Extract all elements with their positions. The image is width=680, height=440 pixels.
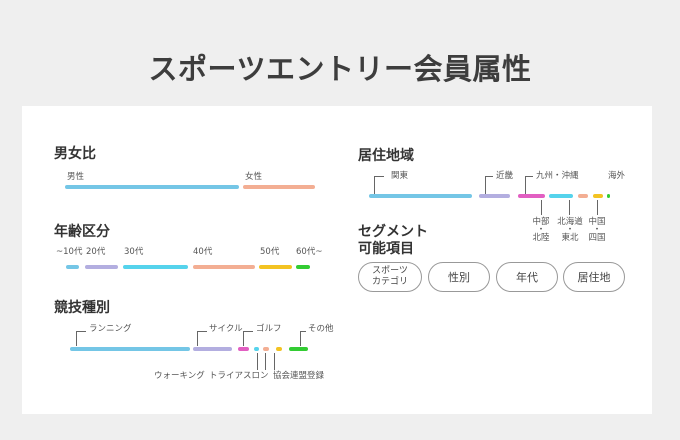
age-label-30s: 30代 [124, 247, 144, 257]
sport-label-assoc: 協会連盟登録 [273, 371, 325, 381]
age-label-10s: ~10代 [56, 247, 83, 257]
page-title: スポーツエントリー会員属性 [148, 52, 532, 86]
age-label-60s: 60代~ [296, 247, 323, 257]
region-bar-kyushu [518, 194, 545, 198]
leader-line [76, 331, 86, 332]
region-heading: 居住地域 [358, 148, 414, 164]
leader-line [485, 176, 486, 194]
sport-label-other: その他 [308, 324, 334, 334]
region-label-overseas: 海外 [608, 171, 626, 181]
sport-label-golf: ゴルフ [256, 324, 282, 334]
age-bar-60s [296, 265, 310, 269]
sport-bar-other [289, 347, 308, 351]
leader-line [485, 176, 493, 177]
leader-line [265, 353, 266, 370]
region-label-hokkaido: 北海道・東北 [557, 217, 583, 243]
sport-heading: 競技種別 [54, 300, 110, 316]
attributes-card [22, 106, 652, 414]
leader-line [597, 200, 598, 215]
leader-line [525, 176, 526, 194]
sport-label-walking: ウォーキング [154, 371, 205, 381]
age-heading: 年齢区分 [54, 224, 110, 240]
sport-bar-golf [238, 347, 249, 351]
leader-line [374, 176, 384, 177]
segment-tag-age: 年代 [496, 262, 558, 292]
region-bar-kanto [369, 194, 472, 198]
gender-bar-female [243, 185, 315, 189]
region-bar-chugoku [593, 194, 603, 198]
gender-label-male: 男性 [67, 172, 85, 182]
age-bar-30s [123, 265, 188, 269]
leader-line [257, 353, 258, 370]
sport-bar-assoc [276, 347, 282, 351]
sport-label-triathlon: トライアスロン [209, 371, 269, 381]
leader-line [300, 331, 301, 346]
sport-bar-cycle [193, 347, 232, 351]
sport-label-cycle: サイクル [209, 324, 243, 334]
region-bar-kinki [479, 194, 510, 198]
sport-bar-running [70, 347, 190, 351]
leader-line [374, 176, 375, 194]
age-bar-20s [85, 265, 118, 269]
leader-line [197, 331, 207, 332]
gender-bar-male [65, 185, 239, 189]
sport-bar-walking [254, 347, 259, 351]
leader-line [541, 200, 542, 215]
region-label-kyushu: 九州・沖縄 [536, 171, 579, 181]
sport-label-running: ランニング [89, 324, 132, 334]
leader-line [569, 200, 570, 215]
leader-line [525, 176, 533, 177]
age-label-50s: 50代 [260, 247, 280, 257]
age-label-20s: 20代 [86, 247, 106, 257]
region-bar-hokkaido [578, 194, 588, 198]
age-bar-50s [259, 265, 292, 269]
region-label-chubu: 中部・北陸 [532, 217, 550, 243]
leader-line [76, 331, 77, 346]
region-label-kinki: 近畿 [496, 171, 514, 181]
age-label-40s: 40代 [193, 247, 213, 257]
segment-heading: セグメント 可能項目 [358, 224, 428, 257]
segment-tag-sport-category: スポーツ カテゴリ [358, 262, 422, 292]
gender-label-female: 女性 [245, 172, 263, 182]
region-label-kanto: 関東 [391, 171, 409, 181]
region-label-chugoku: 中国・四国 [588, 217, 606, 243]
segment-tag-residence: 居住地 [563, 262, 625, 292]
leader-line [243, 331, 244, 346]
age-bar-40s [193, 265, 255, 269]
leader-line [300, 331, 306, 332]
segment-tag-gender: 性別 [428, 262, 490, 292]
sport-bar-triathlon [263, 347, 269, 351]
gender-heading: 男女比 [54, 146, 96, 162]
region-bar-overseas [607, 194, 610, 198]
leader-line [243, 331, 253, 332]
leader-line [197, 331, 198, 346]
age-bar-10s [66, 265, 79, 269]
region-bar-chubu [549, 194, 573, 198]
leader-line [274, 353, 275, 370]
